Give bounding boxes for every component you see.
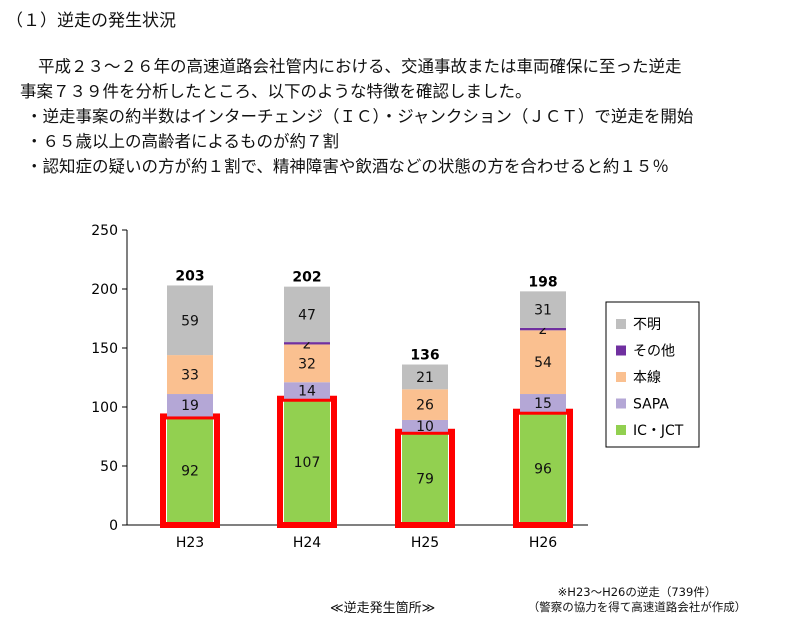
bar-segment: [284, 344, 330, 383]
summary-paragraph: 平成２３～２６年の高速道路会社管内における、交通事故または車両確保に至った逆走 …: [20, 54, 790, 104]
y-tick-label: 150: [91, 341, 118, 357]
findings-list: ・逆走事案の約半数はインターチェンジ（ＩＣ）・ジャンクション（ＪＣＴ）で逆走を開…: [26, 104, 693, 179]
source-note-line-2: （警察の協力を得て高速道路会社が作成）: [527, 600, 747, 614]
bar-segment: [284, 382, 330, 399]
data-label: 26: [416, 398, 434, 414]
bar-segment: [284, 342, 330, 345]
data-label: 79: [416, 471, 434, 487]
source-note: ※H23～H26の逆走（739件） （警察の協力を得て高速道路会社が作成）: [522, 585, 752, 615]
finding-item: ・６５歳以上の高齢者によるものが約７割: [26, 132, 340, 151]
bar-segment: [520, 394, 566, 412]
y-tick-label: 50: [100, 459, 118, 475]
bar-segment: [520, 411, 566, 525]
bar-segment: [402, 389, 448, 420]
legend-swatch: [616, 398, 626, 409]
data-label: 19: [181, 398, 199, 414]
y-tick-label: 0: [109, 518, 118, 534]
finding-item: ・逆走事案の約半数はインターチェンジ（ＩＣ）・ジャンクション（ＪＣＴ）で逆走を開…: [26, 107, 694, 126]
section-heading: （１）逆走の発生状況: [6, 11, 176, 31]
bar-segment: [520, 327, 566, 331]
total-label: 198: [528, 274, 557, 290]
chart-caption: ≪逆走発生箇所≫: [330, 601, 436, 616]
data-label: 14: [298, 383, 316, 399]
summary-line-1: 平成２３～２６年の高速道路会社管内における、交通事故または車両確保に至った逆走: [38, 57, 682, 76]
legend-swatch: [616, 345, 626, 356]
total-label: 136: [410, 348, 439, 364]
x-tick-label: H26: [529, 535, 557, 551]
legend-label: IC・JCT: [633, 423, 684, 439]
bar-segment: [284, 286, 330, 343]
legend-label: その他: [633, 344, 675, 360]
bar-segment: [167, 416, 213, 525]
source-note-line-1: ※H23～H26の逆走（739件）: [557, 585, 717, 599]
data-label: 31: [534, 303, 552, 319]
y-tick-label: 200: [91, 282, 118, 298]
bar-segment: [520, 291, 566, 328]
finding-item: ・認知症の疑いの方が約１割で、精神障害や飲酒などの状態の方を合わせると約１５％: [26, 157, 669, 176]
data-label: 15: [534, 396, 552, 412]
x-tick-label: H23: [176, 535, 204, 551]
data-label: 10: [416, 419, 434, 435]
data-label: 32: [298, 356, 316, 372]
legend-swatch: [616, 319, 626, 329]
x-tick-label: H24: [293, 535, 321, 551]
bar-segment: [402, 419, 448, 432]
data-label: 47: [298, 307, 316, 323]
bar-segment: [167, 355, 213, 395]
bar-segment: [402, 431, 448, 525]
bar-segment: [167, 285, 213, 356]
data-label: 21: [416, 370, 434, 386]
y-tick-label: 100: [91, 400, 118, 416]
bar-segment: [284, 398, 330, 525]
bar-segment: [167, 394, 213, 417]
legend-swatch: [616, 372, 626, 382]
data-label: 33: [181, 368, 199, 384]
total-label: 203: [175, 268, 204, 284]
data-label: 2: [303, 336, 312, 352]
data-label: 54: [534, 355, 552, 371]
legend-label: 本線: [633, 370, 661, 386]
summary-line-2: 事案７３９件を分析したところ、以下のような特徴を確認しました。: [20, 82, 532, 101]
legend-swatch: [616, 425, 626, 435]
legend-label: SAPA: [633, 397, 669, 413]
total-label: 202: [292, 270, 321, 286]
data-label: 107: [294, 455, 321, 471]
data-label: 59: [181, 313, 199, 329]
x-tick-label: H25: [411, 535, 439, 551]
legend-label: 不明: [633, 317, 661, 333]
y-tick-label: 250: [91, 223, 118, 239]
data-label: 2: [539, 322, 548, 338]
data-label: 92: [181, 464, 199, 480]
data-label: 96: [534, 461, 552, 477]
bar-segment: [402, 364, 448, 390]
bar-segment: [520, 330, 566, 395]
